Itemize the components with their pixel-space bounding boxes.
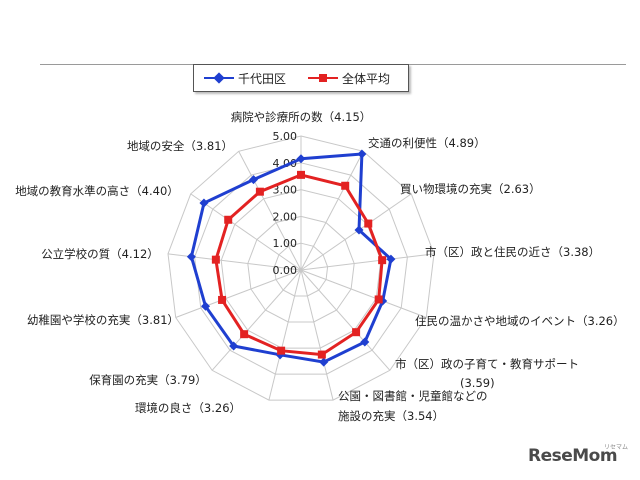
axis-label-6: 市（区）政の子育て・教育サポート(3.59) (395, 357, 579, 390)
legend-label-series-1: 千代田区 (238, 71, 287, 86)
axis-label-4: 市（区）政と住民の近さ（3.38） (425, 245, 600, 259)
chart-legend: 千代田区 全体平均 (193, 64, 409, 92)
grid-spoke-3 (300, 193, 412, 271)
grid-ring-4 (194, 162, 408, 375)
series-2-point-5 (374, 295, 383, 304)
grid-ring-1 (273, 242, 329, 297)
grid-spoke-7 (300, 269, 334, 401)
axis-label-2: 交通の利便性（4.89） (368, 136, 486, 150)
series-2-point-8 (277, 346, 286, 355)
series-line-1 (189, 152, 393, 364)
series-2-point-13 (255, 187, 264, 196)
grid-ring-2 (247, 215, 355, 323)
series-1-point-3 (354, 225, 364, 235)
series-2-point-12 (224, 215, 233, 224)
grid-ring-5 (167, 135, 435, 401)
axis-label-11: 公立学校の質（4.12） (41, 247, 159, 261)
grid-spoke-10 (175, 269, 302, 318)
series-2-point-2 (341, 181, 350, 190)
tick-label-1: 1.00 (273, 237, 298, 250)
series-1-point-12 (199, 198, 209, 208)
axis-label-5: 住民の温かさや地域のイベント（3.26） (415, 314, 625, 328)
tick-label-0: 0.00 (273, 264, 298, 277)
grid-spoke-6 (300, 269, 391, 371)
series-1-point-10 (201, 301, 211, 311)
tick-label-2: 2.00 (273, 210, 298, 223)
series-2-point-10 (218, 295, 227, 304)
grid-spoke-8 (268, 269, 302, 401)
series-1-point-4 (386, 254, 396, 264)
grid-spoke-12 (190, 193, 302, 271)
legend-item-series-2: 全体平均 (308, 65, 390, 91)
series-1-point-9 (229, 341, 239, 351)
axis-label-8: 環境の良さ（3.26） (135, 401, 241, 415)
grid-spoke-4 (300, 253, 435, 271)
series-2-point-7 (317, 350, 326, 359)
series-2-point-6 (352, 328, 361, 337)
series-1-point-1 (296, 154, 306, 164)
series-2-point-1 (297, 170, 305, 179)
legend-label-series-2: 全体平均 (342, 71, 391, 86)
legend-swatch-series-2 (308, 71, 338, 85)
grid-spoke-13 (238, 151, 302, 271)
tick-label-3: 3.00 (273, 184, 298, 197)
series-2-point-11 (211, 255, 220, 264)
tick-label-4: 4.00 (273, 157, 298, 170)
series-2-point-3 (364, 219, 373, 228)
axis-label-13: 地域の安全（3.81） (127, 139, 233, 153)
resemom-logo: ReseMom (528, 446, 618, 466)
series-2-point-9 (240, 330, 249, 339)
axis-label-3: 買い物環境の充実（2.63） (400, 182, 541, 196)
series-1-point-13 (249, 175, 259, 185)
series-line-2 (214, 173, 384, 357)
grid-spoke-9 (211, 269, 302, 371)
series-1-point-6 (360, 337, 370, 347)
axis-label-7: 公園・図書館・児童館などの施設の充実（3.54） (338, 389, 488, 423)
series-1-point-2 (357, 149, 367, 159)
axis-label-9: 保育園の充実（3.79） (89, 373, 207, 387)
series-1-point-7 (319, 357, 329, 367)
axis-label-10: 幼稚園や学校の充実（3.81） (27, 313, 179, 327)
grid-spoke-5 (300, 269, 427, 318)
legend-item-series-1: 千代田区 (204, 65, 286, 91)
resemom-logo-kana: リセマム (604, 444, 629, 451)
grid-spoke-2 (300, 151, 364, 271)
axis-label-1: 病院や診療所の数（4.15） (231, 110, 372, 124)
axis-label-12: 地域の教育水準の高さ（4.40） (15, 184, 179, 198)
series-2-point-4 (378, 256, 387, 265)
series-1-point-11 (186, 252, 196, 262)
tick-label-5: 5.00 (273, 130, 298, 143)
legend-swatch-series-1 (204, 71, 234, 85)
